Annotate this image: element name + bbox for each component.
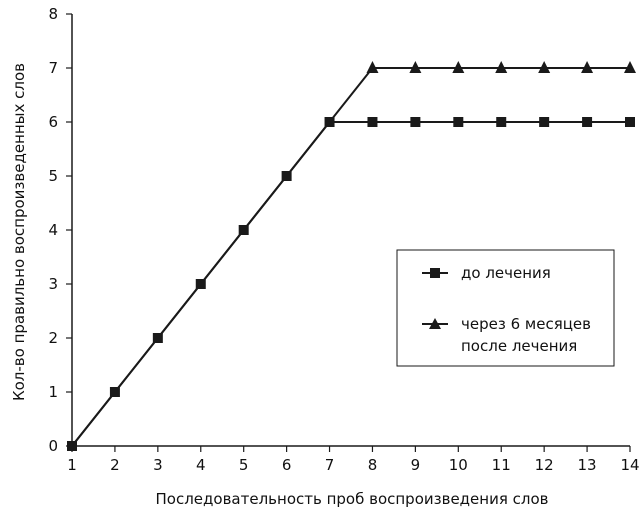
data-point-square (453, 117, 464, 127)
y-tick-label: 4 (48, 221, 58, 239)
x-tick-label: 7 (325, 456, 335, 474)
legend: до лечения через 6 месяцев после лечения (396, 249, 615, 367)
data-point-triangle (624, 61, 636, 73)
data-point-triangle (366, 61, 379, 73)
data-point-square (195, 279, 206, 289)
y-tick-label: 5 (48, 167, 58, 185)
x-tick-label: 1 (67, 456, 77, 474)
data-point-square (539, 117, 550, 127)
legend-label-2-line-1: через 6 месяцев (461, 315, 591, 333)
data-point-square (152, 333, 163, 343)
series-line-0 (71, 121, 630, 447)
legend-marker-triangle (429, 318, 441, 329)
x-tick-label: 6 (282, 456, 292, 474)
y-axis-title: Кол-во правильно воспроизведенных слов (10, 63, 28, 401)
data-point-square (67, 441, 77, 451)
x-tick-label: 9 (411, 456, 421, 474)
series-group (67, 61, 636, 451)
data-point-square (496, 117, 507, 127)
data-point-square (410, 117, 421, 127)
data-point-square (324, 117, 335, 127)
legend-label-1: до лечения (461, 264, 551, 282)
y-tick-label: 7 (48, 59, 58, 77)
y-tick-label: 3 (48, 275, 58, 293)
data-point-square (367, 117, 378, 127)
x-tick-label: 3 (153, 456, 163, 474)
y-tick-label: 2 (48, 329, 58, 347)
y-tick-label: 1 (48, 383, 58, 401)
data-point-square (625, 117, 635, 127)
data-point-square (238, 225, 249, 235)
x-tick-label: 8 (368, 456, 378, 474)
data-point-triangle (538, 61, 551, 73)
data-point-triangle (495, 61, 508, 73)
y-tick-label: 6 (48, 113, 58, 131)
x-tick-label: 14 (620, 456, 639, 474)
x-tick-label: 10 (449, 456, 468, 474)
x-tick-label: 2 (110, 456, 120, 474)
axes (71, 14, 630, 447)
data-point-triangle (409, 61, 422, 73)
data-point-triangle (452, 61, 465, 73)
x-tick-label: 11 (492, 456, 511, 474)
data-point-square (582, 117, 593, 127)
data-point-square (109, 387, 120, 397)
legend-label-2-line-2: после лечения (461, 337, 577, 355)
x-tick-label: 13 (578, 456, 597, 474)
x-tick-label: 5 (239, 456, 249, 474)
x-tick-label: 12 (535, 456, 554, 474)
legend-marker-square (430, 268, 440, 278)
x-axis-ticks: 1 2 3 4 5 6 7 8 9 10 11 12 13 14 (67, 446, 640, 474)
y-tick-label: 0 (48, 437, 58, 455)
y-axis-ticks: 0 1 2 3 4 5 6 7 8 (48, 5, 72, 455)
x-axis-title: Последовательность проб воспроизведения … (156, 490, 549, 508)
data-point-triangle (581, 61, 594, 73)
x-tick-label: 4 (196, 456, 206, 474)
y-tick-label: 8 (48, 5, 58, 23)
data-point-square (281, 171, 292, 181)
